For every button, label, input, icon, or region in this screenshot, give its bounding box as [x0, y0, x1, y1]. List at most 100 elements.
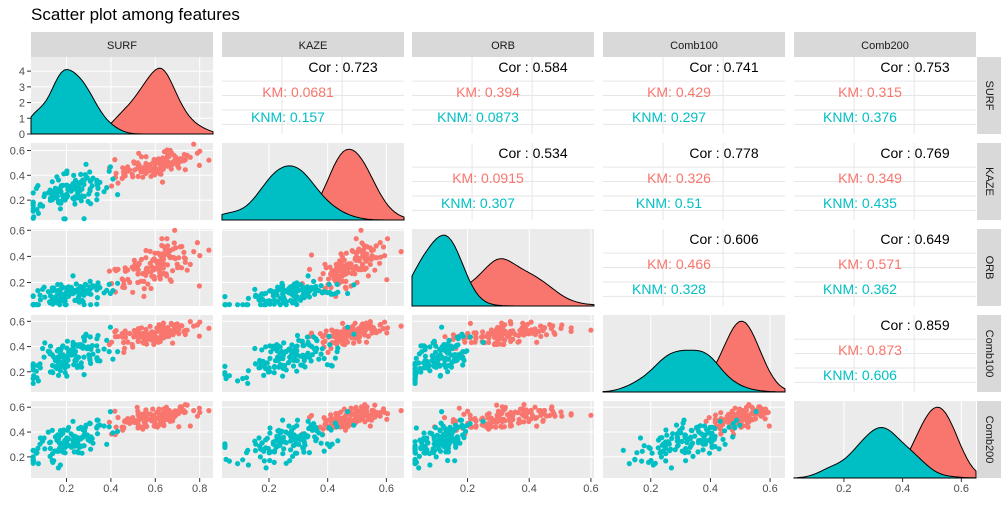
point-knm	[678, 430, 684, 436]
point-km	[165, 243, 171, 249]
point-knm	[55, 465, 62, 471]
cor-label: Cor : 0.778	[689, 145, 758, 161]
point-knm	[308, 343, 314, 349]
point-knm	[683, 458, 689, 464]
point-km	[360, 247, 367, 253]
cor-label: Cor : 0.741	[689, 59, 758, 75]
point-knm	[432, 424, 439, 431]
point-km	[718, 431, 724, 437]
point-km	[136, 328, 142, 334]
point-km	[378, 254, 384, 260]
point-km	[135, 279, 141, 286]
point-knm	[64, 285, 70, 291]
point-km	[746, 402, 752, 408]
point-knm	[64, 373, 70, 379]
point-km	[125, 276, 131, 282]
cor-km-label: KM: 0.571	[838, 256, 902, 272]
point-km	[552, 331, 558, 337]
point-knm	[452, 440, 458, 446]
point-km	[352, 416, 358, 422]
x-tick-label: 0.2	[836, 483, 851, 495]
point-km	[130, 289, 136, 295]
point-km	[194, 413, 200, 419]
point-km	[143, 154, 149, 160]
point-knm	[88, 302, 94, 308]
point-knm	[88, 434, 94, 440]
point-knm	[437, 373, 443, 379]
strip-right-comb200	[977, 401, 1001, 478]
point-knm	[106, 281, 112, 287]
point-knm	[467, 334, 473, 340]
point-km	[179, 404, 185, 410]
point-knm	[480, 339, 486, 345]
point-km	[356, 334, 363, 340]
point-km	[306, 266, 313, 272]
point-km	[343, 262, 349, 268]
point-knm	[675, 442, 681, 448]
point-km	[766, 423, 772, 429]
point-knm	[34, 302, 40, 308]
point-knm	[448, 435, 455, 441]
point-knm	[351, 282, 357, 288]
point-knm	[305, 288, 311, 294]
point-km	[532, 331, 539, 338]
point-knm	[692, 433, 698, 439]
strip-right-comb100	[977, 315, 1001, 392]
point-km	[176, 165, 182, 171]
point-knm	[226, 458, 232, 464]
panel-surf-comb200: Cor : 0.753 KM: 0.315 KNM: 0.376	[794, 57, 976, 134]
point-knm	[30, 302, 36, 308]
point-km	[135, 333, 141, 339]
point-knm	[467, 421, 473, 427]
point-km	[148, 173, 154, 179]
point-knm	[444, 433, 451, 439]
point-knm	[47, 351, 53, 357]
point-km	[361, 331, 367, 337]
point-km	[171, 255, 177, 261]
point-km	[152, 164, 158, 170]
point-km	[377, 260, 383, 266]
panel-kaze-comb200: Cor : 0.769 KM: 0.349 KNM: 0.435	[794, 143, 976, 220]
point-km	[136, 150, 142, 156]
point-knm	[271, 363, 278, 370]
point-km	[327, 416, 333, 422]
point-knm	[70, 288, 76, 294]
point-knm	[280, 435, 286, 441]
cor-label: Cor : 0.649	[880, 231, 949, 247]
point-knm	[421, 430, 427, 436]
point-km	[340, 320, 346, 326]
point-knm	[261, 458, 267, 464]
cor-km-label: KM: 0.873	[838, 342, 902, 358]
point-knm	[443, 448, 449, 454]
point-km	[343, 339, 349, 345]
point-knm	[70, 350, 76, 356]
point-knm	[289, 291, 295, 297]
point-knm	[440, 346, 446, 352]
point-knm	[107, 290, 113, 297]
point-knm	[87, 420, 93, 426]
point-km	[106, 268, 112, 274]
point-km	[473, 335, 479, 342]
point-knm	[327, 342, 333, 348]
point-knm	[42, 191, 48, 197]
point-km	[492, 340, 498, 346]
point-knm	[296, 337, 302, 343]
point-km	[125, 168, 131, 174]
point-knm	[30, 380, 36, 386]
point-knm	[73, 281, 79, 287]
strip-top-comb200	[794, 32, 976, 57]
panel-surf-kaze: Cor : 0.723 KM: 0.0681 KNM: 0.157	[222, 57, 404, 134]
point-km	[167, 277, 173, 283]
point-knm	[81, 292, 87, 298]
point-km	[159, 179, 166, 185]
point-km	[325, 349, 331, 355]
point-knm	[321, 355, 327, 362]
point-knm	[424, 358, 430, 364]
point-knm	[281, 446, 287, 452]
point-knm	[327, 443, 333, 450]
point-knm	[101, 290, 107, 296]
point-km	[498, 423, 504, 429]
point-knm	[222, 302, 228, 308]
density-knm	[793, 426, 977, 479]
point-km	[143, 272, 149, 278]
